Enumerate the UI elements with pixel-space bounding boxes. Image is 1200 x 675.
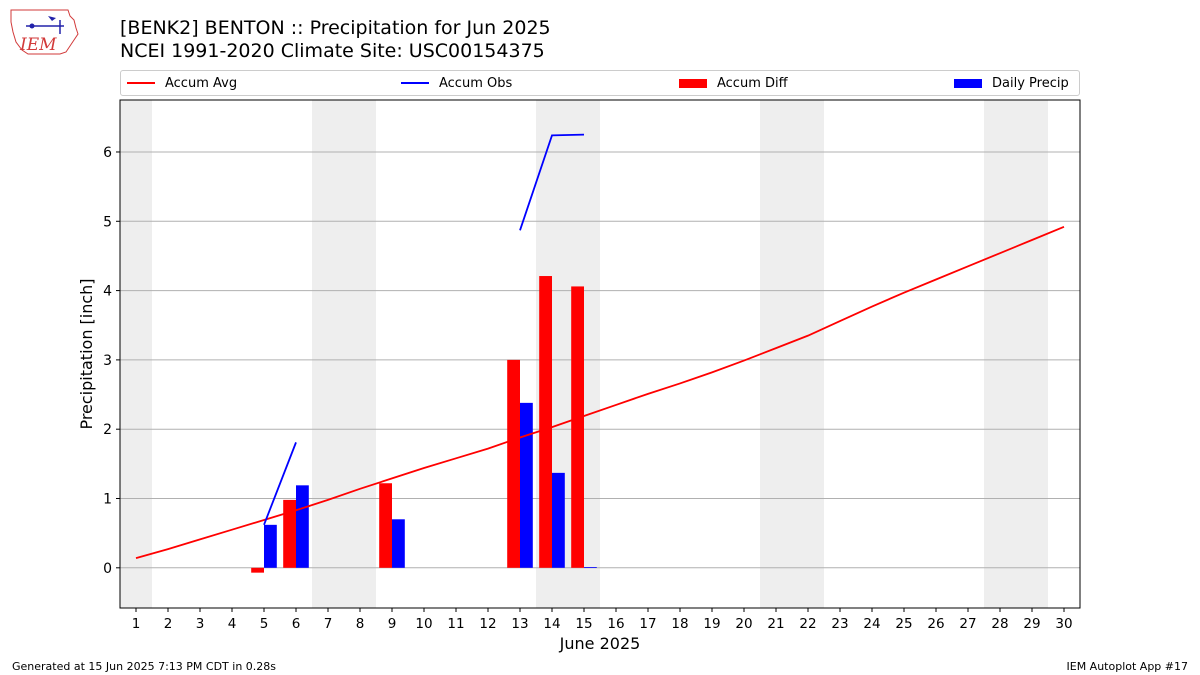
legend-label: Accum Avg [165, 75, 238, 91]
weekend-band [984, 100, 1016, 608]
x-tick-label: 30 [1055, 616, 1072, 632]
legend-swatch [679, 78, 707, 88]
legend-swatch [954, 78, 982, 88]
logo-text: IEM [19, 35, 57, 55]
daily-precip-bar [552, 472, 565, 568]
y-tick-label: 1 [103, 491, 112, 507]
legend-swatch [127, 82, 155, 84]
x-tick-label: 12 [479, 616, 496, 632]
y-tick-label: 5 [103, 214, 112, 230]
legend-label: Accum Diff [717, 75, 788, 91]
accum-diff-bar [571, 286, 584, 568]
legend-label: Daily Precip [992, 75, 1069, 91]
x-tick-label: 21 [767, 616, 784, 632]
x-tick-label: 8 [356, 616, 365, 632]
legend-swatch [401, 82, 429, 84]
y-tick-label: 3 [103, 353, 112, 369]
weekend-band [1016, 100, 1048, 608]
x-tick-label: 25 [895, 616, 912, 632]
legend-item-accum-diff: Accum Diff [679, 71, 788, 95]
x-tick-label: 28 [991, 616, 1008, 632]
x-tick-label: 20 [735, 616, 752, 632]
x-tick-label: 2 [164, 616, 173, 632]
chart-subtitle: NCEI 1991-2020 Climate Site: USC00154375 [120, 40, 545, 62]
accum-diff-bar [539, 276, 552, 568]
legend-label: Accum Obs [439, 75, 513, 91]
x-tick-label: 15 [575, 616, 592, 632]
footer-app: IEM Autoplot App #17 [1066, 660, 1189, 673]
weekend-band [120, 100, 152, 608]
daily-precip-bar [520, 402, 533, 568]
accum-obs-line [519, 133, 585, 231]
x-tick-label: 10 [415, 616, 432, 632]
x-axis-label: June 2025 [559, 634, 641, 653]
accum-diff-bar [251, 567, 264, 573]
daily-precip-bar [264, 524, 277, 568]
daily-precip-bar [296, 485, 309, 568]
x-tick-label: 6 [292, 616, 301, 632]
footer-generated: Generated at 15 Jun 2025 7:13 PM CDT in … [12, 660, 277, 673]
y-tick-label: 6 [103, 145, 112, 161]
x-tick-label: 24 [863, 616, 880, 632]
x-tick-label: 29 [1023, 616, 1040, 632]
y-tick-label: 4 [103, 284, 112, 300]
daily-precip-bar [584, 567, 597, 568]
x-tick-label: 16 [607, 616, 624, 632]
accum-diff-bar [283, 499, 296, 568]
x-tick-label: 19 [703, 616, 720, 632]
weekend-band [760, 100, 792, 608]
x-tick-label: 22 [799, 616, 816, 632]
weekend-band [344, 100, 376, 608]
x-tick-label: 5 [260, 616, 269, 632]
y-tick-label: 2 [103, 422, 112, 438]
x-tick-label: 4 [228, 616, 237, 632]
legend: Accum Avg Accum Obs Accum Diff Daily Pre… [120, 70, 1080, 96]
weekend-band [312, 100, 344, 608]
legend-item-daily-precip: Daily Precip [954, 71, 1069, 95]
chart-title: [BENK2] BENTON :: Precipitation for Jun … [120, 17, 551, 39]
x-tick-label: 11 [447, 616, 464, 632]
x-tick-label: 26 [927, 616, 944, 632]
plot-frame [119, 99, 1081, 609]
accum-obs-line [263, 442, 297, 526]
x-tick-label: 27 [959, 616, 976, 632]
x-tick-label: 14 [543, 616, 560, 632]
y-tick-label: 0 [103, 561, 112, 577]
x-tick-label: 18 [671, 616, 688, 632]
x-tick-label: 13 [511, 616, 528, 632]
weekend-band [792, 100, 824, 608]
x-tick-label: 7 [324, 616, 333, 632]
legend-item-accum-avg: Accum Avg [127, 71, 237, 95]
accum-avg-line [135, 225, 1065, 559]
daily-precip-bar [392, 519, 405, 568]
x-tick-label: 3 [196, 616, 205, 632]
y-axis-label: Precipitation [inch] [77, 278, 96, 429]
x-tick-label: 1 [132, 616, 141, 632]
accum-diff-bar [379, 483, 392, 568]
accum-diff-bar [507, 359, 520, 568]
legend-item-accum-obs: Accum Obs [401, 71, 512, 95]
x-tick-label: 9 [388, 616, 397, 632]
x-tick-label: 23 [831, 616, 848, 632]
x-tick-label: 17 [639, 616, 656, 632]
iem-logo: IEM [8, 6, 80, 62]
